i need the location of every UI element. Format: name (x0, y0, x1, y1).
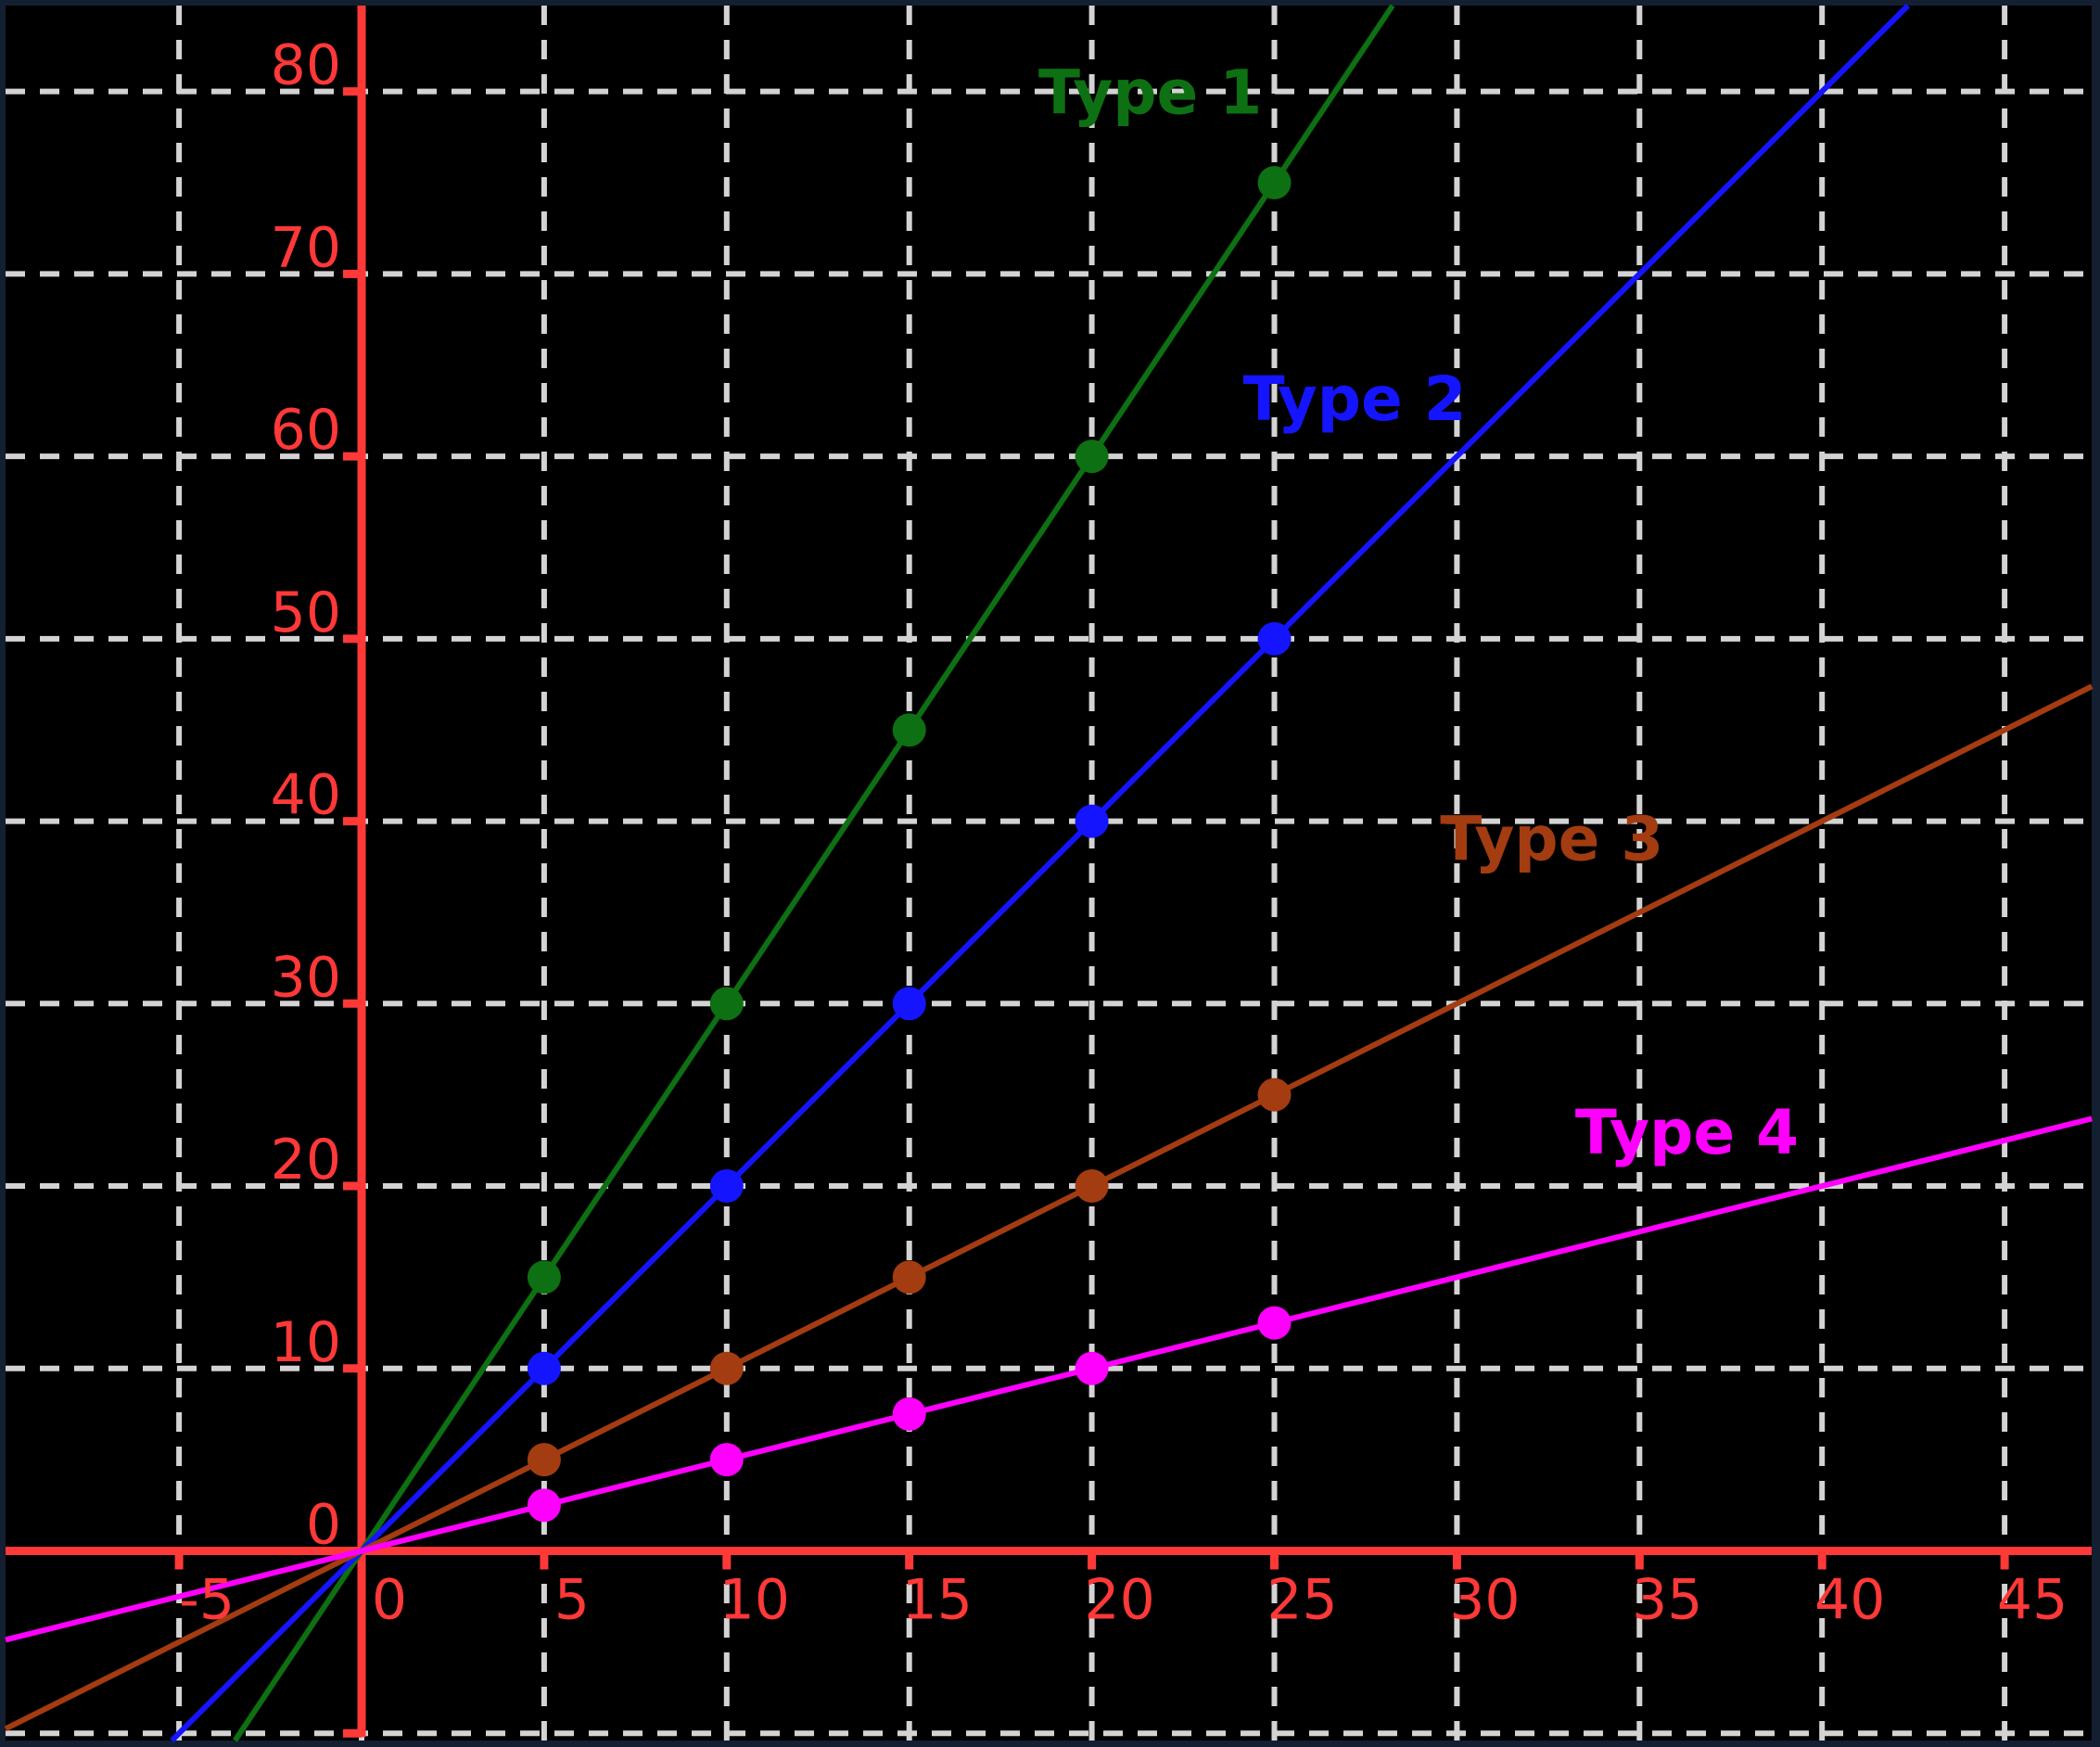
data-point-type-1-x5 (527, 1260, 561, 1294)
x-tick-label--5: -5 (179, 1568, 235, 1633)
x-tick-label-30: 30 (1449, 1568, 1520, 1633)
x-tick-label-20: 20 (1084, 1568, 1154, 1633)
x-tick-label-25: 25 (1266, 1568, 1337, 1633)
x-tick-label-10: 10 (719, 1568, 790, 1633)
plot-background (6, 6, 2092, 1741)
data-point-type-1-x20 (1075, 440, 1109, 474)
y-tick-label-60: 60 (271, 398, 341, 463)
data-point-type-1-x25 (1257, 166, 1292, 200)
y-tick-label-50: 50 (271, 580, 341, 645)
x-tick-label-40: 40 (1814, 1568, 1885, 1633)
data-point-type-4-x25 (1257, 1306, 1292, 1340)
y-tick-label-0: 0 (306, 1493, 341, 1558)
data-point-type-2-x20 (1075, 804, 1109, 838)
x-tick-label-15: 15 (902, 1568, 973, 1633)
data-point-type-1-x10 (709, 987, 744, 1021)
data-point-type-2-x5 (527, 1351, 561, 1385)
x-tick-label-35: 35 (1632, 1568, 1702, 1633)
data-point-type-1-x15 (892, 713, 926, 747)
series-label-type-4: Type 4 (1575, 1097, 1799, 1168)
series-label-type-3: Type 3 (1440, 803, 1663, 874)
data-point-type-2-x25 (1257, 621, 1292, 656)
y-tick-label-10: 10 (271, 1310, 341, 1375)
y-tick-label-20: 20 (271, 1128, 341, 1192)
series-line-type-4 (5, 1116, 2093, 1643)
x-tick-label-45: 45 (1997, 1568, 2068, 1633)
x-tick-label-5: 5 (554, 1568, 590, 1633)
y-tick-label-40: 40 (271, 763, 341, 828)
data-point-type-2-x10 (709, 1169, 744, 1204)
data-point-type-4-x15 (892, 1396, 926, 1431)
series-line-type-2 (170, 3, 1911, 1743)
y-tick-label-70: 70 (271, 215, 341, 280)
y-tick-label-30: 30 (271, 945, 341, 1010)
data-point-type-3-x25 (1257, 1078, 1292, 1112)
y-tick-label-80: 80 (271, 33, 341, 98)
series-line-type-1 (232, 4, 1395, 1742)
x-tick-label-0: 0 (372, 1568, 407, 1633)
series-label-type-2: Type 2 (1243, 363, 1467, 435)
data-point-type-2-x15 (892, 987, 926, 1021)
data-point-type-4-x5 (527, 1488, 561, 1523)
data-point-type-4-x10 (709, 1443, 744, 1477)
series-label-type-1: Type 1 (1038, 57, 1262, 129)
data-point-type-3-x10 (709, 1351, 744, 1385)
data-point-type-3-x20 (1075, 1169, 1109, 1204)
data-point-type-3-x5 (527, 1443, 561, 1477)
data-point-type-3-x15 (892, 1260, 926, 1294)
data-point-type-4-x20 (1075, 1351, 1109, 1385)
